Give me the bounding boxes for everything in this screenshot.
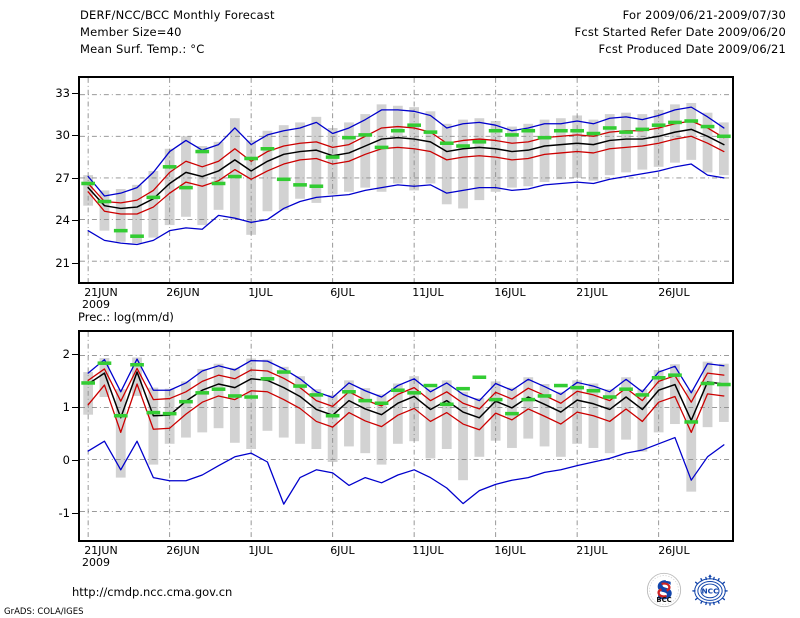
forecast-start-date-label: Fcst Started Refer Date 2009/06/20 [574,25,786,39]
x-tick-label: 26JUL [658,544,690,557]
ncc-logo-icon: NCC [692,574,728,606]
y-tick-mark [72,92,78,94]
y-tick-label: 2 [62,346,70,361]
agency-logos: BCC NCC [646,572,728,608]
y-tick-mark [72,459,78,461]
x-tick-label: 6JUL [330,286,355,299]
y-tick-mark [72,512,78,514]
precipitation-plot-area [80,332,732,540]
precipitation-panel-label: Prec.: log(mm/d) [78,310,174,324]
x-tick-label: 16JUL [494,286,526,299]
x-tick-label: 26JUL [658,286,690,299]
temperature-plot-area [80,78,732,282]
x-tick-label: 26JUN [166,286,200,299]
forecast-produced-date-label: Fcst Produced Date 2009/06/21 [598,42,786,56]
x-tick-label: 16JUL [494,544,526,557]
temperature-plot-svg [80,78,732,282]
y-tick-label: -1 [58,505,70,520]
temperature-panel-label: Mean Surf. Temp.: °C [80,42,205,56]
y-tick-label: 24 [55,213,70,228]
precipitation-chart-panel [78,330,734,542]
svg-text:BCC: BCC [656,596,671,604]
temperature-chart-panel [78,76,734,284]
x-tick-label: 21JUL [576,544,608,557]
y-tick-mark [72,262,78,264]
x-tick-label: 21JUN [84,286,118,299]
svg-text:NCC: NCC [702,587,719,596]
y-tick-mark [72,220,78,222]
x-tick-label: 21JUN [84,544,118,557]
y-tick-label: 30 [55,128,70,143]
precipitation-axis-year: 2009 [82,556,110,569]
y-tick-label: 1 [62,399,70,414]
x-tick-label: 6JUL [330,544,355,557]
temperature-axis-year: 2009 [82,298,110,311]
x-tick-label: 21JUL [576,286,608,299]
y-tick-mark [72,353,78,355]
x-tick-label: 1JUL [248,286,273,299]
grads-credit: GrADS: COLA/IGES [4,607,84,617]
source-url[interactable]: http://cmdp.ncc.cma.gov.cn [72,585,233,599]
precipitation-plot-svg [80,332,732,540]
x-tick-label: 1JUL [248,544,273,557]
y-tick-mark [72,135,78,137]
y-tick-label: 33 [55,85,70,100]
x-tick-label: 11JUL [412,544,444,557]
x-tick-label: 11JUL [412,286,444,299]
report-title: DERF/NCC/BCC Monthly Forecast [80,8,275,22]
y-tick-label: 27 [55,170,70,185]
bcc-logo-icon: BCC [646,572,682,608]
y-tick-mark [72,177,78,179]
forecast-period-label: For 2009/06/21-2009/07/30 [622,8,786,22]
y-tick-label: 0 [62,452,70,467]
member-size-label: Member Size=40 [80,25,182,39]
y-tick-label: 21 [55,255,70,270]
x-tick-label: 26JUN [166,544,200,557]
y-tick-mark [72,406,78,408]
